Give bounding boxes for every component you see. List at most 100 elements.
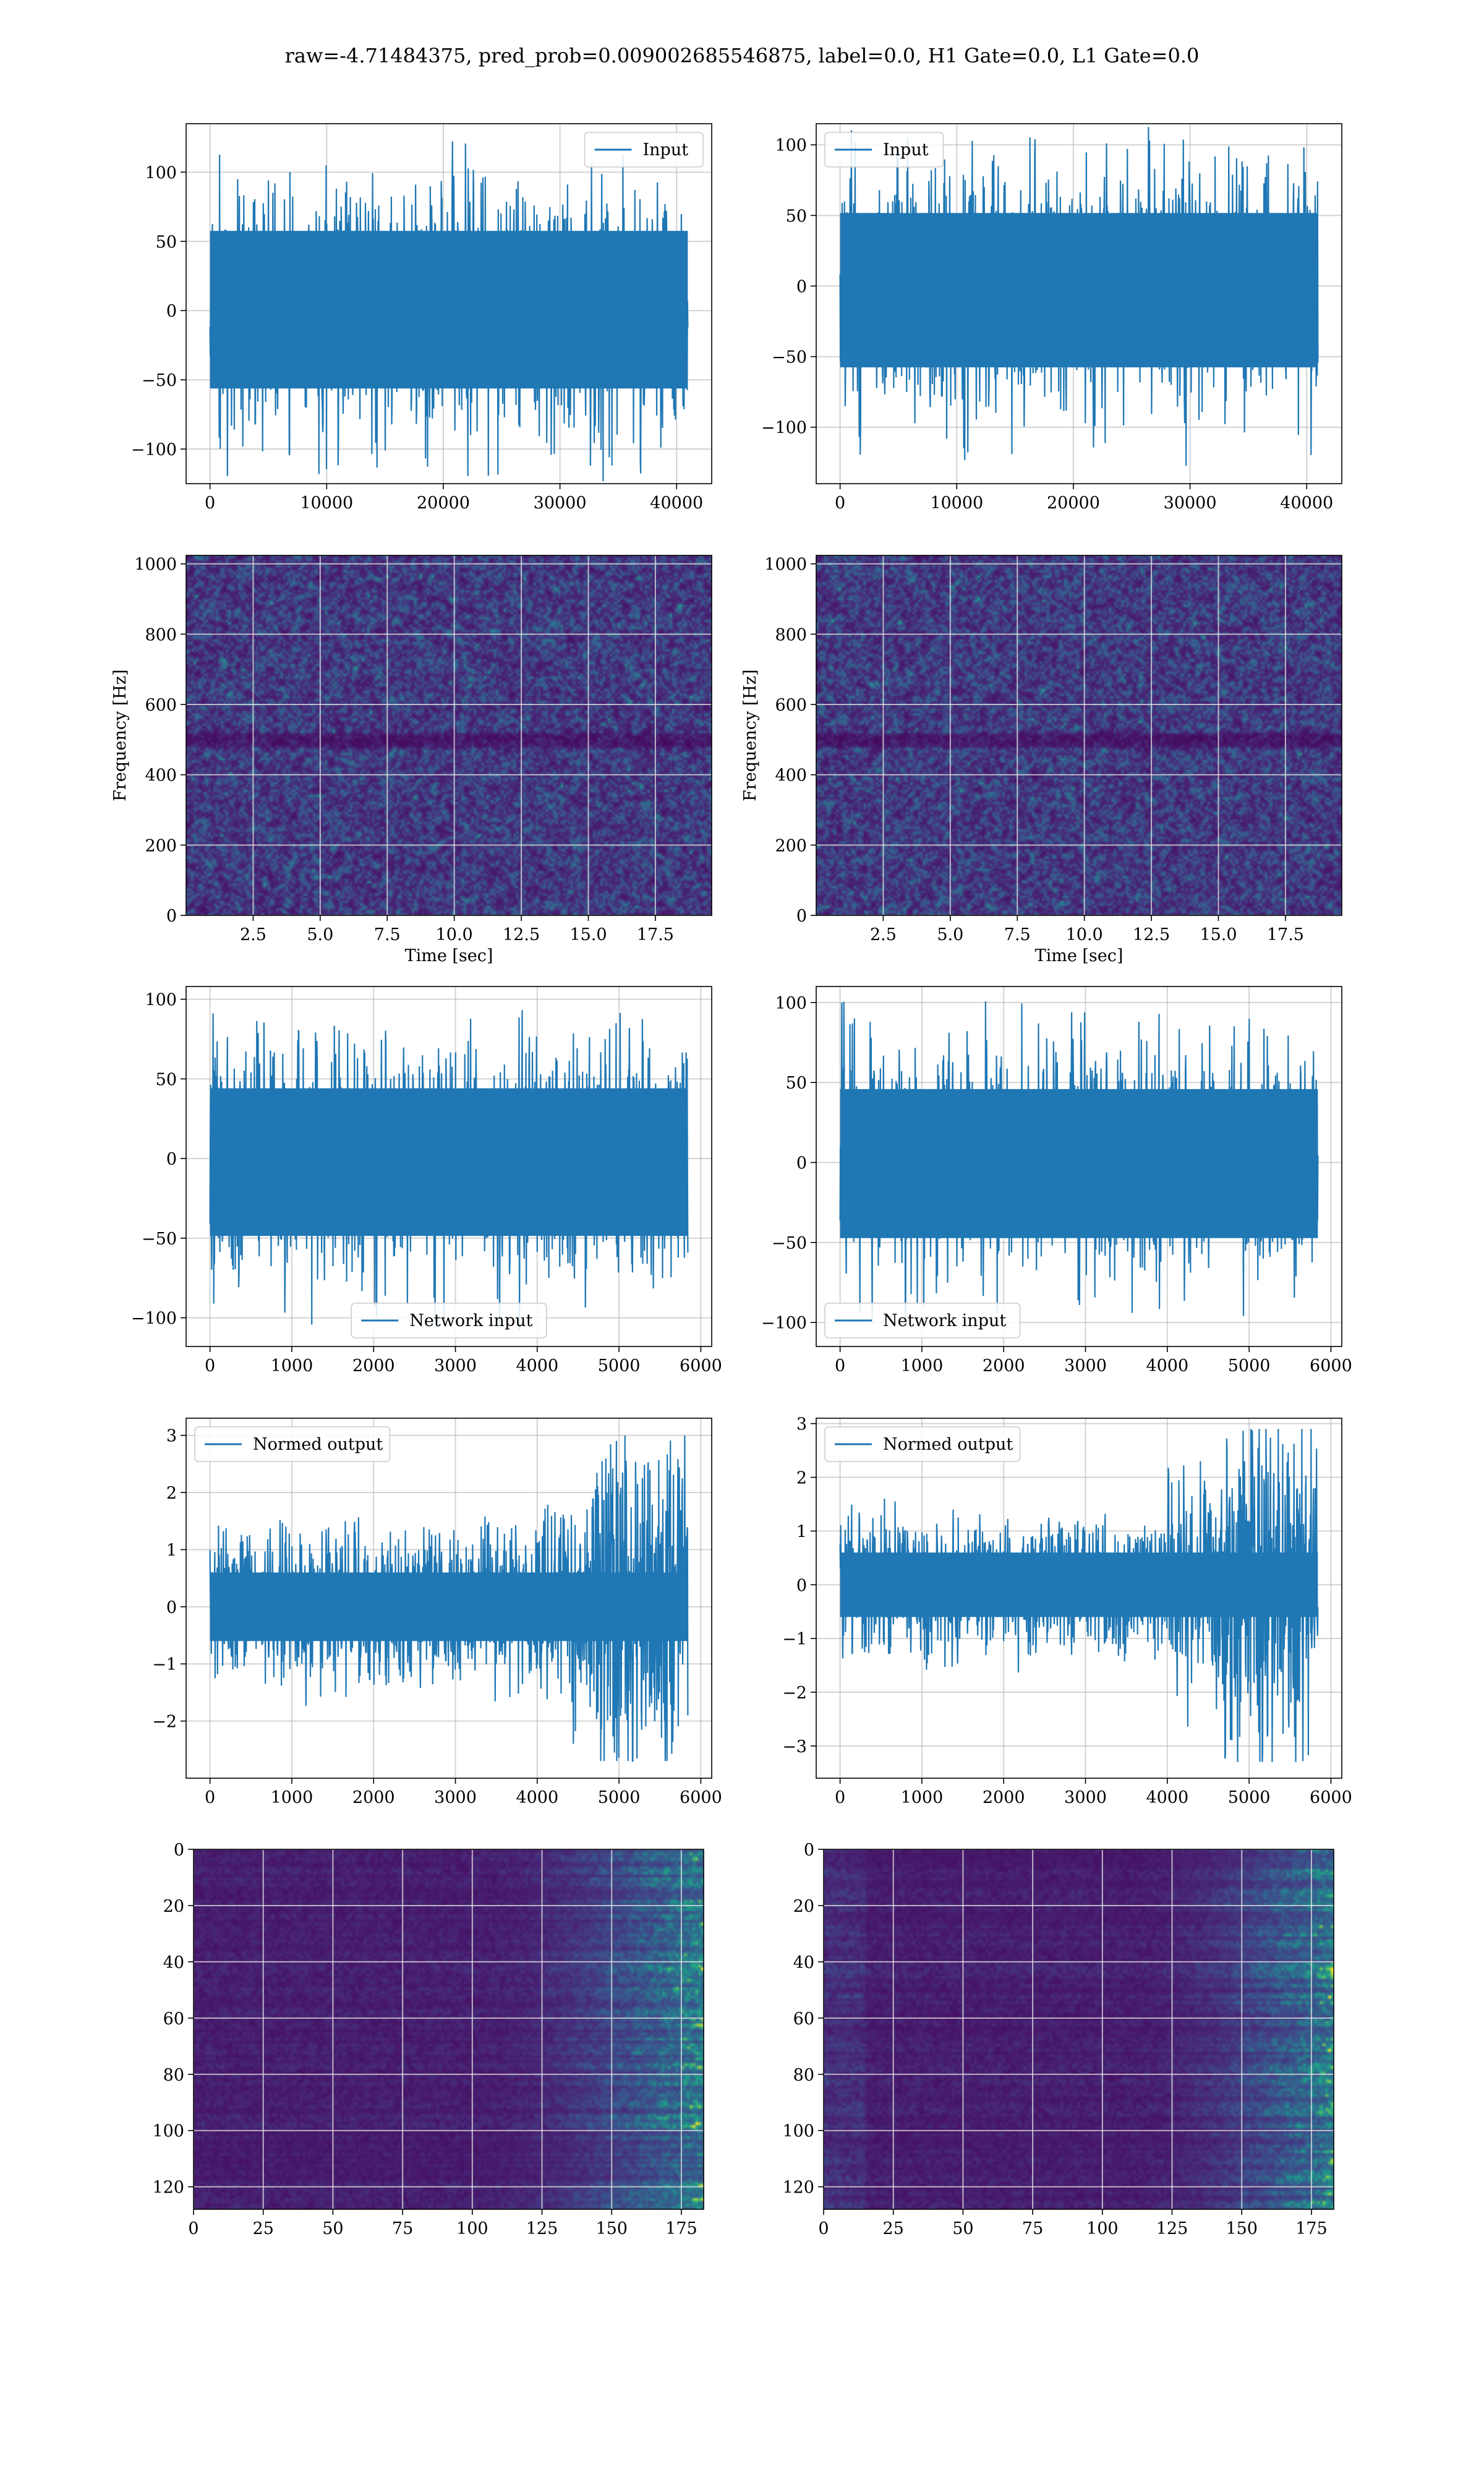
chart-feature-map-l1: 0 25 50 75 100 125 150 175 0 20 40 60 80 100 120: [782, 1841, 1334, 2238]
chart-network-input-h1: 0 1000 2000 3000 4000 5000 6000 −100 −50 0 50 100 Ne…: [131, 986, 722, 1376]
x-tick-label: 5.0: [937, 925, 963, 944]
y-tick-label: 0: [166, 1598, 177, 1617]
legend: Input: [584, 132, 704, 168]
y-tick-label: 600: [775, 696, 807, 715]
series-core-band: [210, 231, 688, 389]
x-tick-label: 2.5: [870, 925, 897, 944]
x-tick-label: 4000: [516, 1356, 558, 1376]
y-tick-label: 20: [793, 1897, 814, 1916]
series-core-band: [840, 213, 1318, 367]
x-tick-label: 15.0: [569, 925, 607, 944]
y-tick-label: 100: [775, 994, 807, 1013]
x-tick-label: 1000: [901, 1788, 944, 1807]
x-tick-label: 0: [205, 1788, 215, 1807]
y-tick-label: 3: [166, 1427, 177, 1446]
x-tick-label: 75: [392, 2219, 413, 2238]
y-tick-label: 20: [163, 1897, 184, 1916]
x-tick-label: 3000: [434, 1356, 477, 1376]
x-tick-label: 12.5: [1133, 925, 1170, 944]
x-tick-label: 0: [835, 494, 845, 513]
axes-frame: [186, 555, 712, 916]
x-tick-label: 50: [322, 2219, 343, 2238]
series-core-band: [840, 1552, 1318, 1617]
y-tick-label: 40: [163, 1953, 184, 1972]
y-tick-label: 100: [782, 2122, 814, 2141]
x-tick-label: 10000: [930, 494, 983, 513]
y-tick-label: 800: [145, 625, 177, 644]
axes-frame: [816, 1418, 1342, 1779]
y-tick-label: 0: [796, 1154, 807, 1173]
x-tick-label: 7.5: [374, 925, 401, 944]
x-axis-label: Time [sec]: [1035, 946, 1124, 965]
x-tick-label: 10.0: [1066, 925, 1103, 944]
x-tick-label: 2000: [352, 1356, 395, 1376]
x-tick-label: 40000: [650, 494, 703, 513]
x-tick-label: 0: [835, 1788, 845, 1807]
y-tick-label: 400: [145, 766, 177, 785]
legend: Input: [824, 132, 944, 168]
legend-box: [351, 1303, 547, 1338]
legend: Normed output: [824, 1426, 1021, 1462]
axes-frame: [816, 986, 1342, 1347]
x-tick-label: 6000: [680, 1356, 722, 1376]
y-tick-label: 100: [775, 136, 807, 155]
y-tick-label: 0: [796, 907, 807, 926]
x-tick-label: 30000: [1164, 494, 1217, 513]
y-tick-label: 120: [782, 2178, 814, 2198]
y-tick-label: 3: [796, 1415, 807, 1434]
x-tick-label: 4000: [1146, 1788, 1188, 1807]
y-axis-label: Frequency [Hz]: [741, 669, 760, 801]
heatmap-raster: [186, 555, 712, 915]
y-tick-label: −100: [761, 1314, 807, 1333]
y-tick-label: 0: [166, 907, 177, 926]
chart-normed-output-l1: 0 1000 2000 3000 4000 5000 6000 −3 −2 −1 0 1 2 3 Norme…: [782, 1415, 1352, 1807]
y-tick-label: −50: [772, 1234, 807, 1253]
y-tick-label: 800: [775, 625, 807, 644]
x-tick-label: 0: [835, 1356, 845, 1376]
x-tick-label: 4000: [1146, 1356, 1188, 1376]
y-tick-label: 100: [152, 2122, 184, 2141]
x-tick-label: 150: [595, 2219, 628, 2238]
x-tick-label: 6000: [1310, 1356, 1352, 1376]
legend-box: [824, 1426, 1021, 1462]
x-tick-label: 10.0: [436, 925, 473, 944]
figure-suptitle: raw=-4.71484375, pred_prob=0.00900268554…: [285, 44, 1200, 67]
x-tick-label: 40000: [1280, 494, 1333, 513]
heatmap-raster: [816, 555, 1342, 915]
y-tick-label: 60: [163, 2010, 184, 2029]
y-tick-label: 200: [775, 836, 807, 855]
y-axis-label: Frequency [Hz]: [111, 669, 130, 801]
x-tick-label: 1000: [901, 1356, 944, 1376]
legend-label: Normed output: [883, 1435, 1013, 1454]
y-tick-label: 1000: [764, 555, 807, 575]
legend-label: Network input: [409, 1311, 532, 1330]
legend-label: Input: [883, 140, 929, 160]
y-tick-label: 1: [166, 1541, 177, 1560]
legend-label: Input: [643, 140, 689, 160]
y-tick-label: 0: [796, 277, 807, 296]
x-tick-label: 5000: [1228, 1356, 1271, 1376]
x-tick-label: 17.5: [637, 925, 674, 944]
x-tick-label: 10000: [300, 494, 353, 513]
x-tick-label: 2000: [983, 1788, 1025, 1807]
heatmap-raster: [194, 1849, 704, 2209]
legend: Network input: [351, 1303, 547, 1338]
x-tick-label: 5.0: [307, 925, 333, 944]
y-tick-label: 0: [166, 1150, 177, 1169]
y-tick-label: 200: [145, 836, 177, 855]
y-tick-label: −3: [782, 1737, 807, 1757]
x-tick-label: 175: [1295, 2219, 1328, 2238]
chart-input-h1: 0 10000 20000 30000 40000 −100 −50 0 50 100 Input: [131, 123, 712, 513]
y-tick-label: −1: [152, 1655, 177, 1674]
y-tick-label: 1: [796, 1522, 807, 1541]
legend: Normed output: [194, 1426, 391, 1462]
y-tick-label: 0: [166, 302, 177, 321]
axes-frame: [816, 555, 1342, 916]
y-tick-label: 100: [145, 991, 177, 1010]
series-core-band: [210, 1088, 688, 1236]
y-tick-label: 0: [796, 1576, 807, 1595]
x-tick-label: 6000: [1310, 1788, 1352, 1807]
y-tick-label: 40: [793, 1953, 814, 1972]
y-tick-label: 600: [145, 696, 177, 715]
y-tick-label: 50: [786, 207, 807, 226]
